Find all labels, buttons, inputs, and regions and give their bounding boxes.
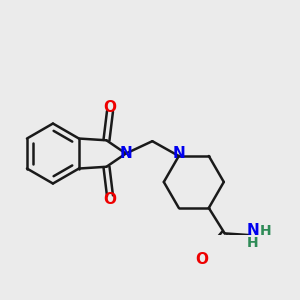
Text: O: O [195,252,208,267]
Text: N: N [172,146,185,161]
Text: N: N [119,146,132,161]
Text: O: O [103,192,116,207]
Text: N: N [247,224,259,238]
Text: O: O [103,100,116,115]
Text: H: H [247,236,259,250]
Text: H: H [260,224,272,238]
